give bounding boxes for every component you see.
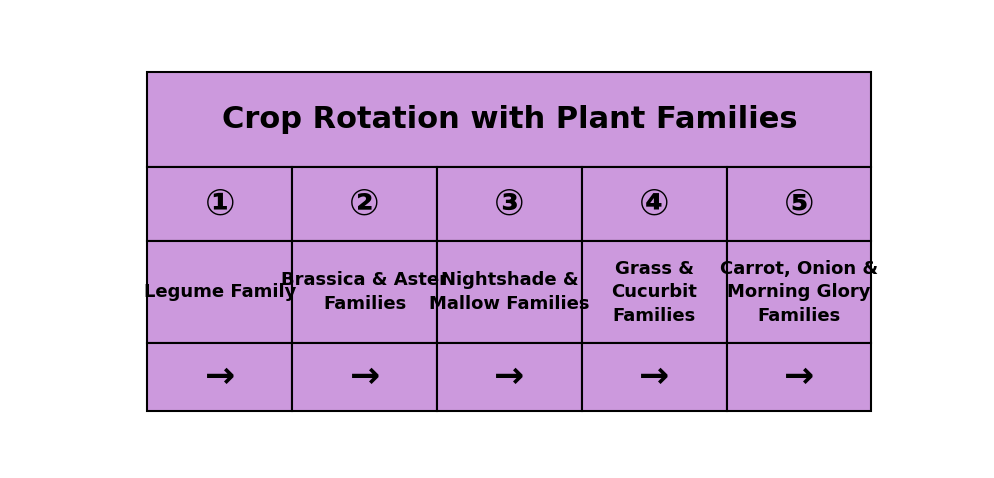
Bar (147, 241, 292, 343)
Text: →: → (639, 360, 669, 394)
Bar (727, 167, 872, 241)
Bar (727, 343, 872, 411)
Text: Brassica & Aster
Families: Brassica & Aster Families (281, 272, 448, 313)
Bar (147, 343, 292, 411)
Text: →: → (494, 360, 525, 394)
Bar (727, 241, 872, 343)
Text: Legume Family: Legume Family (143, 283, 296, 301)
Bar (292, 343, 437, 411)
Bar (437, 343, 581, 411)
Text: ④: ④ (639, 187, 670, 221)
Bar (437, 241, 581, 343)
Bar (147, 167, 292, 241)
Text: →: → (784, 360, 814, 394)
Text: →: → (350, 360, 380, 394)
Text: Crop Rotation with Plant Families: Crop Rotation with Plant Families (222, 105, 797, 134)
Bar (147, 72, 872, 167)
Text: ③: ③ (494, 187, 525, 221)
Text: ⑤: ⑤ (783, 187, 814, 221)
Bar (581, 343, 727, 411)
Text: Grass &
Cucurbit
Families: Grass & Cucurbit Families (611, 260, 697, 325)
Text: ①: ① (205, 187, 236, 221)
Bar (437, 167, 581, 241)
Bar (581, 167, 727, 241)
Text: →: → (205, 360, 235, 394)
Bar (292, 167, 437, 241)
Bar (292, 241, 437, 343)
Text: Nightshade &
Mallow Families: Nightshade & Mallow Families (429, 272, 589, 313)
Text: ②: ② (349, 187, 380, 221)
Bar (581, 241, 727, 343)
Text: Carrot, Onion &
Morning Glory
Families: Carrot, Onion & Morning Glory Families (720, 260, 878, 325)
